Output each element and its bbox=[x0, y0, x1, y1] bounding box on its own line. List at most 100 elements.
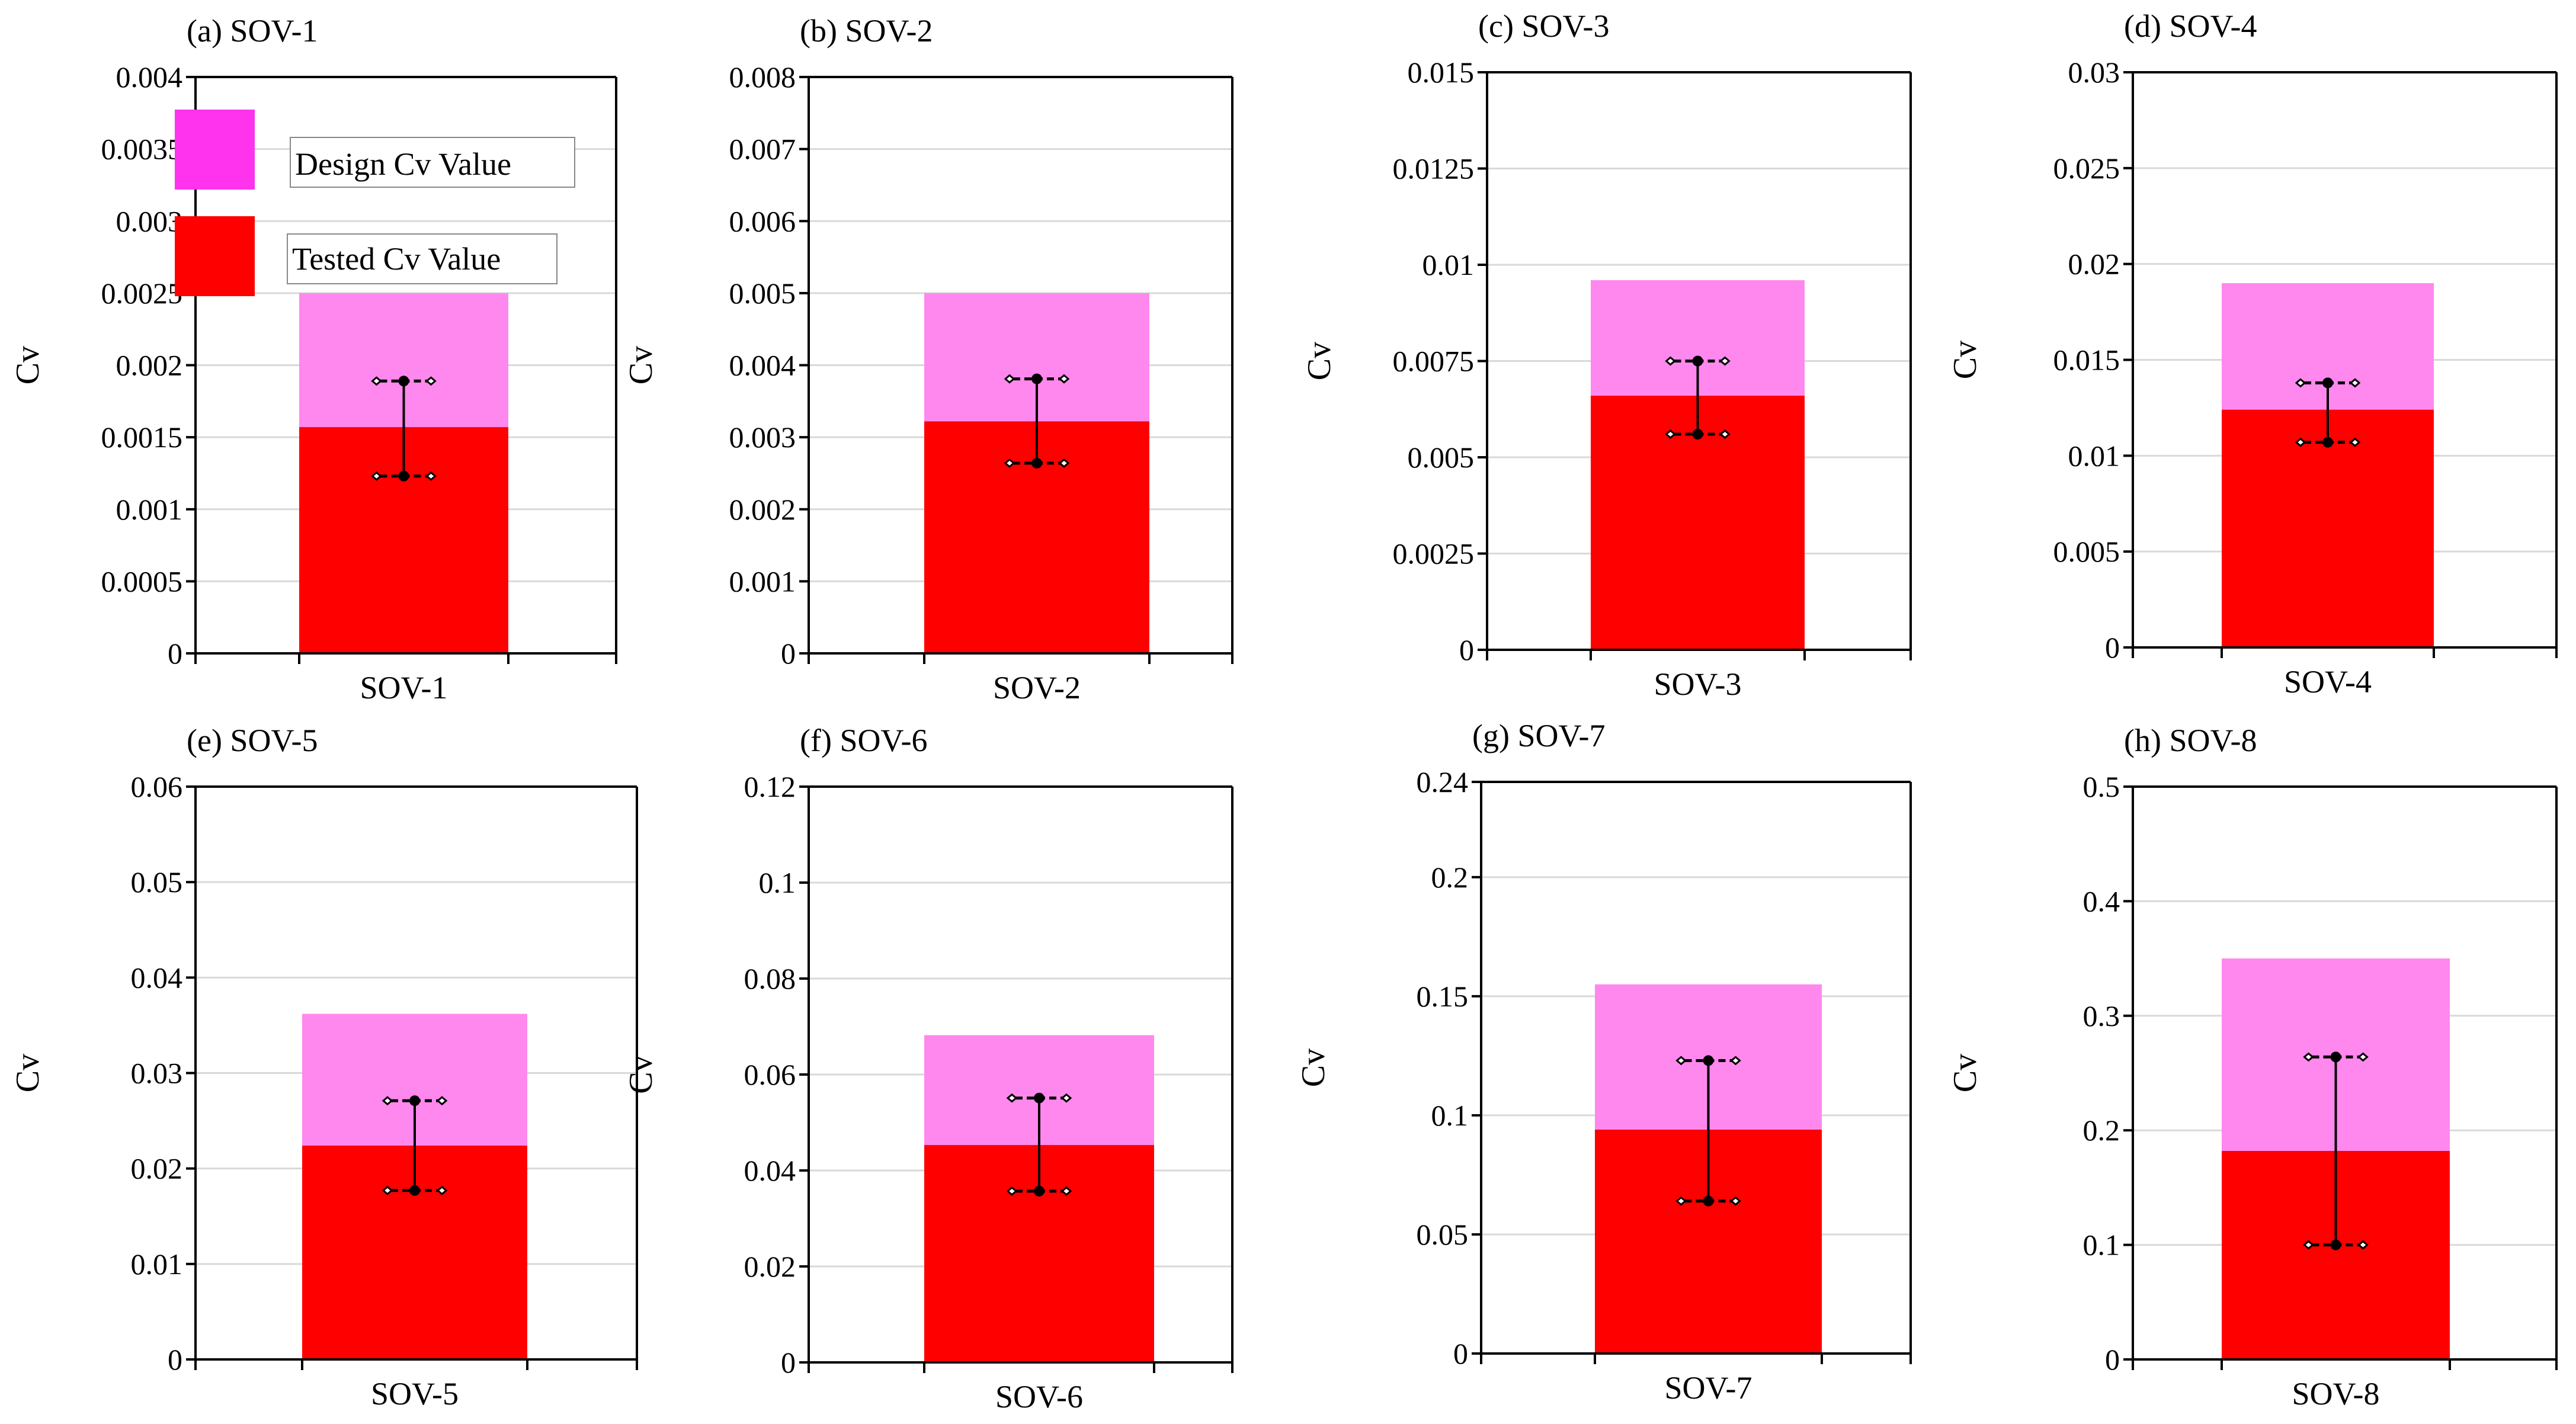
y-axis-title: Cv bbox=[9, 1054, 46, 1092]
error-bar-low-dot bbox=[398, 470, 409, 482]
y-tick-label: 0.01 bbox=[131, 1247, 183, 1281]
y-axis-title: Cv bbox=[1301, 342, 1338, 380]
y-tick-label: 0.0005 bbox=[101, 565, 183, 598]
chart-panel-3: 0 0.0025 0.005 0.0075 0.01 0.0125 0.015 SOV-3 Cv… bbox=[1301, 8, 1912, 702]
y-tick-label: 0.03 bbox=[131, 1057, 183, 1090]
error-bar-low-dot bbox=[2322, 437, 2333, 448]
chart-panel-8: 0 0.1 0.2 0.3 0.4 0.5 SOV-8 Cv (h) SOV-8 bbox=[1947, 723, 2558, 1412]
y-tick-label: 0.002 bbox=[116, 349, 183, 382]
error-bar-low-dot bbox=[1034, 1185, 1045, 1197]
error-bar-low-left-diamond bbox=[1004, 458, 1015, 468]
y-tick-label: 0.0015 bbox=[101, 421, 183, 454]
error-bar-high-dot bbox=[2330, 1051, 2341, 1063]
legend-label-box-design bbox=[290, 137, 575, 188]
chart-panel-5: 0 0.01 0.02 0.03 0.04 0.05 0.06 SOV-5 Cv (e) SOV-… bbox=[9, 723, 638, 1412]
panel-title: (h) SOV-8 bbox=[2124, 723, 2257, 758]
y-tick-label: 0.003 bbox=[729, 421, 796, 454]
error-bar-high-left-diamond bbox=[1004, 374, 1015, 384]
y-axis-title: Cv bbox=[1947, 1054, 1984, 1092]
error-bar-high-dot bbox=[409, 1095, 420, 1107]
panel-title: (e) SOV-5 bbox=[187, 723, 318, 758]
chart-panel-2: 0 0.001 0.002 0.003 0.004 0.005 0.006 0.007 0.00… bbox=[623, 13, 1233, 705]
x-category-label: SOV-1 bbox=[360, 670, 447, 705]
y-tick-label: 0.01 bbox=[1422, 248, 1475, 281]
y-axis-title: Cv bbox=[9, 346, 46, 384]
panel-title: (c) SOV-3 bbox=[1478, 8, 1609, 44]
error-bar-low-right-diamond bbox=[436, 1185, 448, 1195]
y-tick-label: 0.004 bbox=[729, 349, 796, 382]
y-tick-label: 0.2 bbox=[2083, 1114, 2120, 1147]
error-bar-low-right-diamond bbox=[2349, 437, 2361, 447]
y-tick-label: 0.007 bbox=[729, 133, 796, 166]
y-tick-label: 0.1 bbox=[2083, 1229, 2120, 1262]
panel-title: (g) SOV-7 bbox=[1472, 718, 1606, 753]
error-bar-high-left-diamond bbox=[382, 1096, 393, 1106]
error-bar-high-right-diamond bbox=[1060, 1093, 1072, 1103]
y-tick-label: 0.02 bbox=[2068, 248, 2120, 281]
y-tick-label: 0.0075 bbox=[1393, 345, 1475, 378]
error-bar-high-right-diamond bbox=[436, 1096, 448, 1106]
y-tick-label: 0.06 bbox=[131, 770, 183, 803]
y-axis-title: Cv bbox=[1295, 1048, 1332, 1087]
error-bar-low-dot bbox=[2330, 1239, 2341, 1250]
y-tick-label: 0.1 bbox=[759, 866, 796, 899]
y-tick-label: 0 bbox=[2105, 1343, 2120, 1376]
y-tick-label: 0.02 bbox=[744, 1250, 796, 1283]
error-bar-high-dot bbox=[1703, 1055, 1714, 1066]
x-category-label: SOV-5 bbox=[371, 1376, 459, 1412]
error-bar-high-dot bbox=[1692, 355, 1703, 367]
error-bar-low-left-diamond bbox=[1006, 1186, 1018, 1196]
error-bar-high-dot bbox=[1034, 1092, 1045, 1104]
y-tick-label: 0.003 bbox=[116, 204, 183, 238]
error-bar-low-left-diamond bbox=[2295, 437, 2306, 447]
y-tick-label: 0.0035 bbox=[101, 133, 183, 166]
error-bar-low-dot bbox=[1703, 1195, 1714, 1207]
y-tick-label: 0.01 bbox=[2068, 439, 2120, 472]
error-bar-high-right-diamond bbox=[2349, 378, 2361, 388]
y-tick-label: 0.03 bbox=[2068, 56, 2120, 89]
error-bar-high-right-diamond bbox=[1058, 374, 1070, 384]
y-tick-label: 0.08 bbox=[744, 962, 796, 995]
error-bar-high-dot bbox=[1031, 373, 1042, 384]
error-bar-low-right-diamond bbox=[1730, 1196, 1741, 1206]
x-category-label: SOV-3 bbox=[1654, 666, 1741, 702]
panel-title: (b) SOV-2 bbox=[800, 13, 933, 49]
y-tick-label: 0.0025 bbox=[101, 277, 183, 310]
y-tick-label: 0.24 bbox=[1417, 765, 1469, 798]
y-tick-label: 0.005 bbox=[1408, 441, 1475, 474]
y-axis-title: Cv bbox=[1947, 341, 1984, 379]
error-bar-low-right-diamond bbox=[425, 471, 437, 481]
y-tick-label: 0.015 bbox=[2053, 344, 2120, 377]
panel-title: (f) SOV-6 bbox=[800, 723, 928, 758]
y-tick-label: 0.015 bbox=[1408, 56, 1475, 89]
chart-panel-4: 0 0.005 0.01 0.015 0.02 0.025 0.03 SOV-4 Cv (d) S… bbox=[1947, 8, 2558, 700]
y-tick-label: 0.006 bbox=[729, 204, 796, 238]
legend-label-box-tested bbox=[287, 233, 558, 284]
y-tick-label: 0.12 bbox=[744, 770, 796, 803]
chart-panel-1: 0 0.0005 0.001 0.0015 0.002 0.0025 0.003 0.0035… bbox=[9, 13, 617, 705]
error-bar-high-left-diamond bbox=[371, 376, 382, 386]
y-tick-label: 0.005 bbox=[729, 277, 796, 310]
bar-tested-cv bbox=[2222, 409, 2434, 647]
y-tick-label: 0 bbox=[1459, 633, 1474, 666]
chart-panel-7: 0 0.05 0.1 0.15 0.2 0.24 SOV-7 Cv (g) SOV-7 bbox=[1295, 718, 1912, 1406]
error-bar-low-left-diamond bbox=[2303, 1240, 2314, 1250]
x-category-label: SOV-7 bbox=[1664, 1370, 1752, 1406]
y-tick-label: 0.025 bbox=[2053, 152, 2120, 185]
y-tick-label: 0.04 bbox=[744, 1154, 796, 1187]
error-bar-high-left-diamond bbox=[1675, 1056, 1687, 1066]
error-bar-low-right-diamond bbox=[1058, 458, 1070, 468]
error-bar-low-dot bbox=[1031, 457, 1042, 469]
legend-swatch-design bbox=[175, 110, 255, 190]
y-tick-label: 0.001 bbox=[116, 493, 183, 526]
error-bar-high-left-diamond bbox=[1006, 1093, 1018, 1103]
error-bar-high-right-diamond bbox=[2357, 1052, 2369, 1062]
error-bar-high-right-diamond bbox=[1719, 356, 1731, 366]
error-bar-high-dot bbox=[398, 376, 409, 387]
y-tick-label: 0 bbox=[168, 637, 182, 670]
y-tick-label: 0.004 bbox=[116, 60, 183, 94]
y-tick-label: 0.2 bbox=[1431, 861, 1469, 894]
y-tick-label: 0.5 bbox=[2083, 770, 2120, 803]
error-bar-low-right-diamond bbox=[2357, 1240, 2369, 1250]
